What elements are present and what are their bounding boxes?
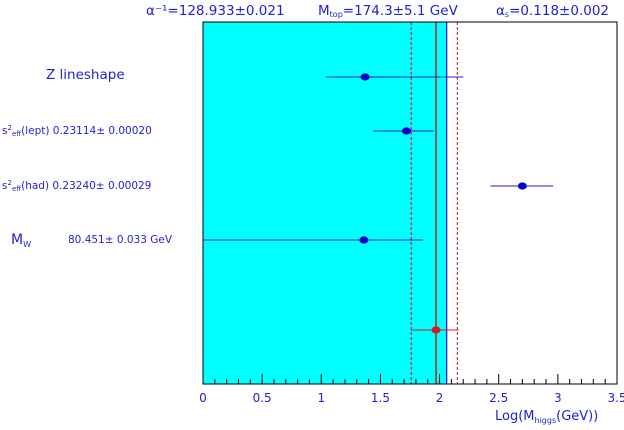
measurement-labels: Z lineshape s2eff(lept) 0.23114± 0.00020 s…	[2, 67, 173, 249]
uncertainty-band	[203, 22, 447, 384]
tick-label: 1.5	[371, 391, 390, 405]
tick-label: 3	[554, 391, 562, 405]
tick-label: 2.5	[489, 391, 508, 405]
header-alphas: αs=0.118±0.002	[496, 3, 609, 19]
tick-label: 3.5	[607, 391, 624, 405]
tick-label: 0.5	[253, 391, 272, 405]
data-point-1	[401, 127, 411, 135]
label-mw-value: 80.451± 0.033 GeV	[68, 234, 173, 246]
plot-area	[202, 21, 618, 385]
header-alpha: α⁻¹=128.933±0.021	[146, 3, 285, 19]
x-axis: 0 0.5 1 1.5 2 2.5 3 3.5	[199, 374, 624, 405]
label-mw: MW	[11, 232, 31, 249]
data-point-3	[359, 236, 369, 244]
header-mtop: Mtop=174.3±5.1 GeV	[318, 3, 459, 19]
combined-point	[431, 326, 441, 334]
plot-border	[202, 21, 618, 385]
x-axis-label: Log(Mhiggs(GeV))	[495, 409, 598, 425]
label-seff-had: s2eff(had) 0.23240± 0.00029	[2, 179, 151, 193]
label-z-lineshape: Z lineshape	[46, 67, 125, 83]
tick-label: 1	[317, 391, 325, 405]
label-seff-lept: s2eff(lept) 0.23114± 0.00020	[2, 124, 152, 138]
data-point-0	[360, 73, 370, 81]
tick-label: 2	[436, 391, 444, 405]
tick-label: 0	[199, 391, 207, 405]
data-point-2	[517, 182, 527, 190]
